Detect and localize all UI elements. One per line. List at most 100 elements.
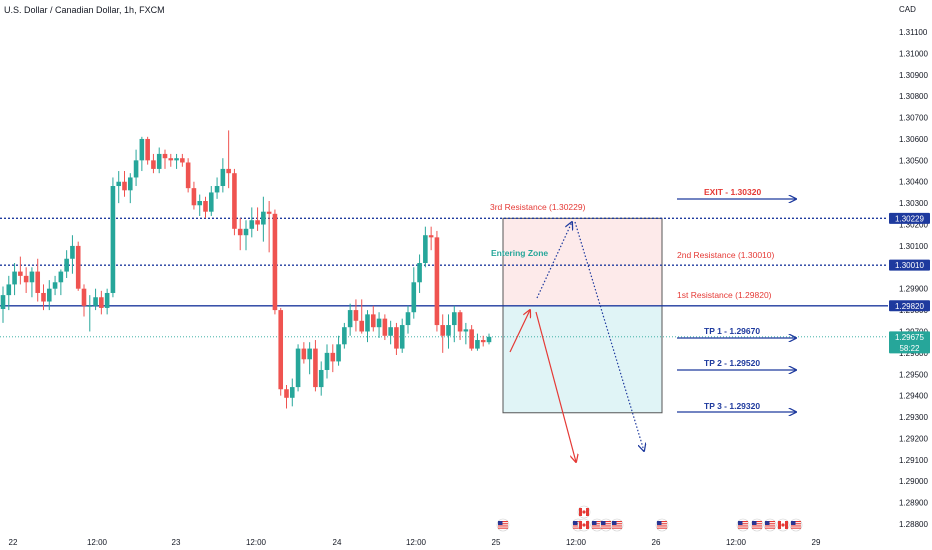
- candle-body: [104, 292, 110, 308]
- candle-body: [214, 186, 220, 193]
- chart-title: U.S. Dollar / Canadian Dollar, 1h, FXCM: [4, 5, 165, 15]
- x-tick-label: 22: [9, 538, 18, 547]
- y-tick-label: 1.30600: [899, 135, 928, 144]
- candle-body: [365, 314, 370, 332]
- usd-flag-icon: [590, 518, 604, 532]
- x-tick-label: 12:00: [566, 538, 587, 547]
- candle-body: [0, 295, 6, 310]
- y-tick-label: 1.29600: [899, 349, 928, 358]
- candle-body: [87, 305, 93, 307]
- candle-body: [405, 312, 411, 326]
- candle-body: [417, 263, 422, 283]
- target-zone-green: [503, 305, 662, 413]
- candle-body: [266, 211, 272, 214]
- price-tag-value: 1.30229: [895, 214, 924, 223]
- candle-body: [12, 271, 17, 285]
- candle-body: [272, 213, 278, 311]
- candle-body: [394, 327, 399, 349]
- candle-body: [313, 348, 318, 388]
- price-tag-value: 1.29675: [895, 333, 924, 342]
- y-tick-label: 1.30300: [899, 199, 928, 208]
- economic-events: [496, 505, 803, 532]
- candle-body: [18, 271, 23, 276]
- candle-body: [237, 228, 243, 236]
- y-tick-label: 1.28900: [899, 499, 928, 508]
- candle-body: [249, 220, 255, 229]
- candle-body: [307, 348, 312, 360]
- cad-flag-icon: [577, 505, 591, 519]
- y-tick-label: 1.30800: [899, 92, 928, 101]
- usd-flag-icon: [496, 518, 510, 532]
- candle-body: [342, 327, 347, 345]
- candle-body: [463, 329, 469, 332]
- cad-flag-icon: [577, 518, 591, 532]
- usd-flag-icon: [655, 518, 669, 532]
- candle-body: [347, 310, 353, 328]
- y-tick-label: 1.30700: [899, 114, 928, 123]
- entering-zone-label: Entering Zone: [491, 248, 548, 258]
- exit-label: EXIT - 1.30320: [704, 187, 761, 197]
- usd-flag-icon: [610, 518, 624, 532]
- candle-body: [75, 245, 81, 289]
- tp3-label: TP 3 - 1.29320: [704, 401, 760, 411]
- candle-body: [486, 336, 492, 343]
- y-tick-label: 1.29400: [899, 392, 928, 401]
- candle-body: [122, 181, 127, 191]
- candle-body: [99, 297, 104, 308]
- x-tick-label: 12:00: [726, 538, 747, 547]
- candle-body: [127, 177, 133, 191]
- price-tag-line-3rd-resistance: [889, 212, 930, 224]
- usd-flag-icon: [763, 518, 777, 532]
- candle-body: [480, 340, 486, 343]
- candle-body: [451, 312, 457, 326]
- candle-body: [353, 310, 359, 321]
- y-tick-label: 1.29300: [899, 413, 928, 422]
- price-tag-value: 1.29820: [895, 302, 924, 311]
- candle-body: [185, 162, 191, 189]
- price-tag-line-1st-resistance: [889, 300, 930, 312]
- candle-body: [70, 245, 75, 259]
- candle-body: [180, 158, 185, 163]
- candle-body: [46, 288, 52, 302]
- candle-body: [469, 329, 474, 349]
- candles: [0, 130, 492, 409]
- candle-body: [295, 348, 301, 388]
- y-tick-label: 1.30100: [899, 242, 928, 251]
- candle-body: [168, 158, 174, 161]
- x-tick-label: 23: [172, 538, 181, 547]
- red-arrow-up: [509, 310, 530, 353]
- candle-body: [423, 235, 428, 264]
- candle-body: [434, 237, 440, 326]
- x-tick-label: 29: [812, 538, 821, 547]
- candle-body: [428, 235, 434, 238]
- candle-body: [278, 310, 284, 390]
- candle-body: [93, 297, 98, 306]
- tp1-label: TP 1 - 1.29670: [704, 326, 760, 336]
- candle-body: [29, 271, 35, 283]
- y-tick-label: 1.28800: [899, 520, 928, 529]
- price-tag-line-current: [889, 331, 930, 354]
- second-resistance-label: 2nd Resistance (1.30010): [677, 250, 775, 260]
- cad-flag-icon: [776, 518, 790, 532]
- candle-body: [81, 288, 87, 306]
- first-resistance-label: 1st Resistance (1.29820): [677, 290, 772, 300]
- candle-body: [318, 369, 324, 388]
- candle-body: [52, 282, 58, 289]
- usd-flag-icon: [750, 518, 764, 532]
- candle-body: [475, 340, 480, 349]
- candle-body: [457, 312, 463, 332]
- candle-body: [58, 271, 64, 283]
- blue-dotted-arrow-down: [574, 221, 644, 451]
- candle-body: [330, 352, 336, 362]
- y-tick-label: 1.30500: [899, 156, 928, 165]
- y-tick-label: 1.29000: [899, 477, 928, 486]
- candle-body: [156, 153, 162, 169]
- candle-body: [220, 168, 226, 187]
- candle-body: [255, 220, 260, 225]
- price-tag-countdown: 58:22: [899, 344, 920, 353]
- y-tick-label: 1.30900: [899, 71, 928, 80]
- y-tick-label: 1.30400: [899, 178, 928, 187]
- x-tick-label: 26: [652, 538, 661, 547]
- time-axis: 22 12:00 23 12:00 24 12:00 25 12:00 26 12:00 29: [9, 538, 821, 547]
